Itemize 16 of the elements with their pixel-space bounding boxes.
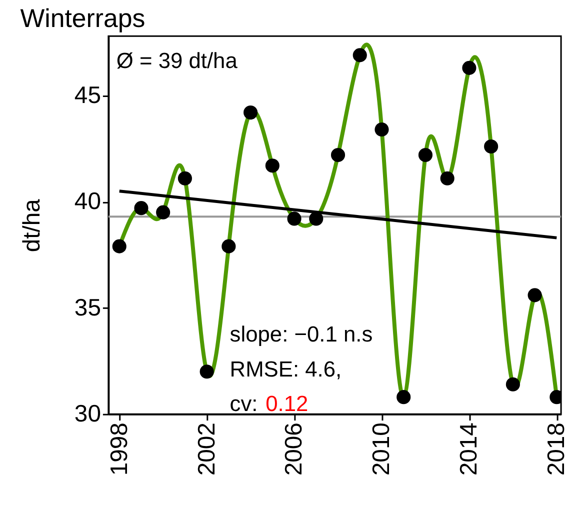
y-tick-label: 45: [74, 82, 101, 110]
y-tick-label: 35: [74, 294, 101, 322]
y-tick-label: 40: [74, 188, 101, 216]
x-tick-label: 2014: [456, 422, 483, 476]
y-tick-label: 30: [74, 400, 101, 428]
x-tick-label: 2010: [368, 422, 396, 476]
annotation: RMSE: 4.6,: [230, 356, 342, 382]
x-tick-label: 2002: [193, 422, 220, 476]
annotation: Ø = 39 dt/ha: [116, 48, 238, 73]
annotation: cv: 0.12: [230, 391, 308, 416]
x-tick-label: 2006: [280, 422, 308, 476]
y-axis-title: dt/ha: [18, 198, 46, 252]
chart-title: Winterraps: [20, 5, 146, 34]
annotation: slope: −0.1 n.s: [230, 321, 373, 346]
x-tick-label: 1998: [106, 422, 133, 476]
x-tick-label: 2018: [543, 422, 569, 476]
